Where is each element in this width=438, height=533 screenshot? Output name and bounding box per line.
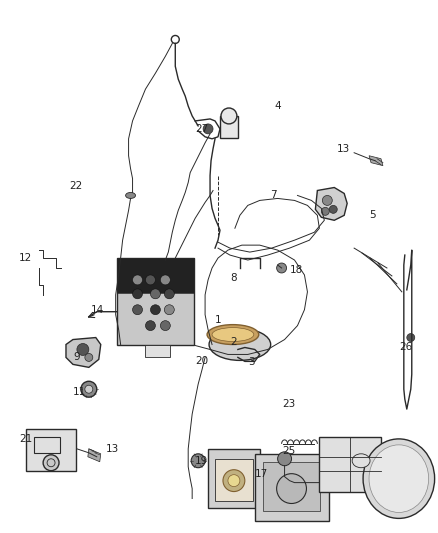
Text: 26: 26 — [399, 343, 412, 352]
Polygon shape — [369, 156, 383, 166]
Text: 19: 19 — [195, 456, 208, 466]
Ellipse shape — [126, 192, 135, 198]
Polygon shape — [315, 188, 347, 220]
Text: 3: 3 — [248, 358, 254, 367]
Bar — [117, 258, 194, 345]
Circle shape — [43, 455, 59, 471]
Ellipse shape — [223, 470, 245, 491]
Bar — [208, 449, 260, 508]
Text: 21: 21 — [19, 434, 32, 444]
Circle shape — [321, 207, 329, 215]
Text: 27: 27 — [195, 124, 208, 134]
Text: 23: 23 — [283, 399, 296, 409]
Circle shape — [145, 275, 155, 285]
Text: 5: 5 — [369, 211, 376, 220]
Circle shape — [160, 275, 170, 285]
Ellipse shape — [207, 325, 259, 344]
Text: 14: 14 — [91, 305, 104, 314]
Circle shape — [277, 263, 286, 273]
Bar — [34, 437, 60, 453]
Bar — [117, 258, 194, 293]
Text: 12: 12 — [19, 253, 32, 263]
Text: 9: 9 — [73, 352, 80, 362]
Ellipse shape — [212, 328, 254, 342]
Circle shape — [81, 381, 97, 397]
Bar — [255, 454, 329, 521]
Circle shape — [77, 343, 89, 356]
Bar — [263, 462, 320, 512]
Circle shape — [145, 321, 155, 330]
Text: 18: 18 — [290, 265, 303, 275]
Circle shape — [164, 289, 174, 299]
Text: 11: 11 — [73, 387, 86, 397]
Ellipse shape — [228, 475, 240, 487]
Ellipse shape — [369, 445, 429, 512]
Ellipse shape — [277, 474, 307, 504]
Bar — [26, 429, 76, 471]
Circle shape — [85, 353, 93, 361]
Circle shape — [150, 289, 160, 299]
Bar — [220, 116, 238, 138]
Ellipse shape — [209, 329, 271, 360]
Circle shape — [278, 452, 292, 466]
Text: 2: 2 — [230, 336, 237, 346]
Circle shape — [133, 275, 142, 285]
Circle shape — [322, 196, 332, 205]
Circle shape — [133, 305, 142, 314]
Bar — [319, 437, 381, 491]
Polygon shape — [66, 337, 101, 367]
Circle shape — [85, 385, 93, 393]
Circle shape — [133, 289, 142, 299]
Circle shape — [160, 321, 170, 330]
Text: 25: 25 — [283, 446, 296, 456]
Text: 17: 17 — [255, 469, 268, 479]
Circle shape — [164, 305, 174, 314]
Text: 1: 1 — [215, 314, 222, 325]
Circle shape — [407, 334, 415, 342]
Text: 8: 8 — [230, 273, 237, 283]
Text: 22: 22 — [69, 181, 82, 190]
Text: 20: 20 — [195, 357, 208, 366]
Text: 13: 13 — [106, 444, 119, 454]
Circle shape — [150, 305, 160, 314]
Circle shape — [203, 124, 213, 134]
Text: 13: 13 — [337, 144, 350, 154]
Bar — [215, 459, 253, 500]
Polygon shape — [88, 449, 101, 462]
Ellipse shape — [352, 454, 370, 468]
Circle shape — [221, 108, 237, 124]
Circle shape — [329, 205, 337, 213]
Circle shape — [191, 454, 205, 468]
Text: 7: 7 — [270, 190, 276, 200]
Ellipse shape — [363, 439, 434, 519]
Text: 4: 4 — [275, 101, 281, 111]
Bar — [145, 345, 170, 358]
